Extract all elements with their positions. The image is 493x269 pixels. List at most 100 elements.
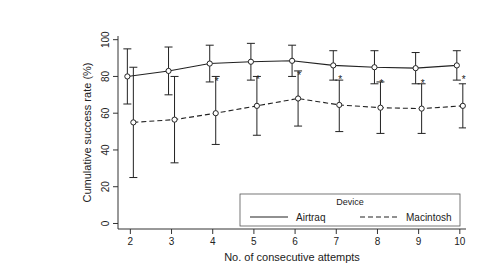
y-tick [113,39,118,40]
error-bar-cap [165,94,173,95]
error-bar-cap [165,47,173,48]
x-tick-label: 10 [454,236,466,247]
x-tick-label: 2 [128,236,134,247]
significance-marker: * [462,74,466,85]
error-bar-cap [171,76,179,77]
error-bar [335,80,343,131]
point [166,68,171,73]
significance-marker: * [256,74,260,85]
y-tick [113,223,118,224]
point [337,102,342,107]
point [454,63,459,68]
error-bar [294,71,302,126]
x-tick [253,229,254,234]
error-bar-cap [376,133,384,134]
error-bar-cap [247,43,255,44]
y-tick-label: 40 [100,144,111,156]
error-bar-cap [123,48,131,49]
error-bar [376,82,384,133]
x-tick-label: 8 [375,236,381,247]
y-axis [118,36,119,229]
error-bar-cap [129,67,137,68]
significance-marker: * [215,76,219,87]
y-tick-label: 20 [100,181,111,193]
point [378,105,383,110]
y-tick-label: 60 [100,107,111,119]
point [172,117,177,122]
point [207,61,212,66]
x-axis [118,229,466,230]
point [254,103,259,108]
y-tick-label: 80 [100,70,111,82]
point [248,59,253,64]
significance-marker: * [338,74,342,85]
error-bar-cap [206,81,214,82]
plot-marks [123,43,466,177]
error-bar [247,43,255,80]
x-tick [212,229,213,234]
error-bar-cap [129,177,137,178]
error-bar-cap [418,133,426,134]
x-tick [418,229,419,234]
legend-label: Macintosh [406,212,452,223]
legend: Device Airtraq Macintosh [240,194,460,226]
point [213,111,218,116]
error-bar [459,84,466,128]
point [331,63,336,68]
legend-box [240,194,460,226]
legend-label: Airtraq [296,212,325,223]
point [460,103,465,108]
error-bar-cap [459,127,466,128]
error-bar-cap [370,50,378,51]
error-bar [129,67,137,177]
point [289,58,294,63]
error-bar-cap [171,162,179,163]
point [131,120,136,125]
x-axis-title: No. of consecutive attempts [224,251,360,263]
series-line [133,98,462,122]
error-bar [370,51,378,84]
error-bar-cap [123,104,131,105]
error-bar [418,84,426,134]
error-bar-cap [294,126,302,127]
y-tick-label: 0 [100,220,111,226]
error-bar-cap [212,144,220,145]
y-tick [113,113,118,114]
error-bar-cap [453,80,461,81]
error-bar-cap [253,135,261,136]
x-tick-label: 4 [210,236,216,247]
error-bar-cap [335,131,343,132]
error-bar-cap [370,83,378,84]
x-tick [336,229,337,234]
x-tick [459,229,460,234]
error-bar-cap [247,80,255,81]
legend-swatch [360,216,398,217]
error-bar [212,76,220,144]
point [295,96,300,101]
error-bar [412,53,420,84]
error-bar [253,76,261,135]
x-tick [377,229,378,234]
significance-marker: * [380,78,384,89]
significance-marker: * [297,70,301,81]
error-bar [171,76,179,162]
point [372,65,377,70]
error-bar [453,51,461,80]
x-tick-label: 6 [292,236,298,247]
y-axis-title: Cumulative success rate (%) [81,63,93,203]
error-bar-cap [288,45,296,46]
y-tick [113,149,118,150]
y-tick [113,76,118,77]
error-bar-cap [329,50,337,51]
point [125,74,130,79]
point [413,66,418,71]
chart: 0204060801002345678910No. of consecutive… [0,0,493,269]
error-bar [329,51,337,80]
error-bar-cap [288,76,296,77]
significance-marker: * [421,78,425,89]
point [419,106,424,111]
legend-title: Device [336,197,364,207]
x-tick [171,229,172,234]
y-tick [113,186,118,187]
error-bar-cap [453,50,461,51]
